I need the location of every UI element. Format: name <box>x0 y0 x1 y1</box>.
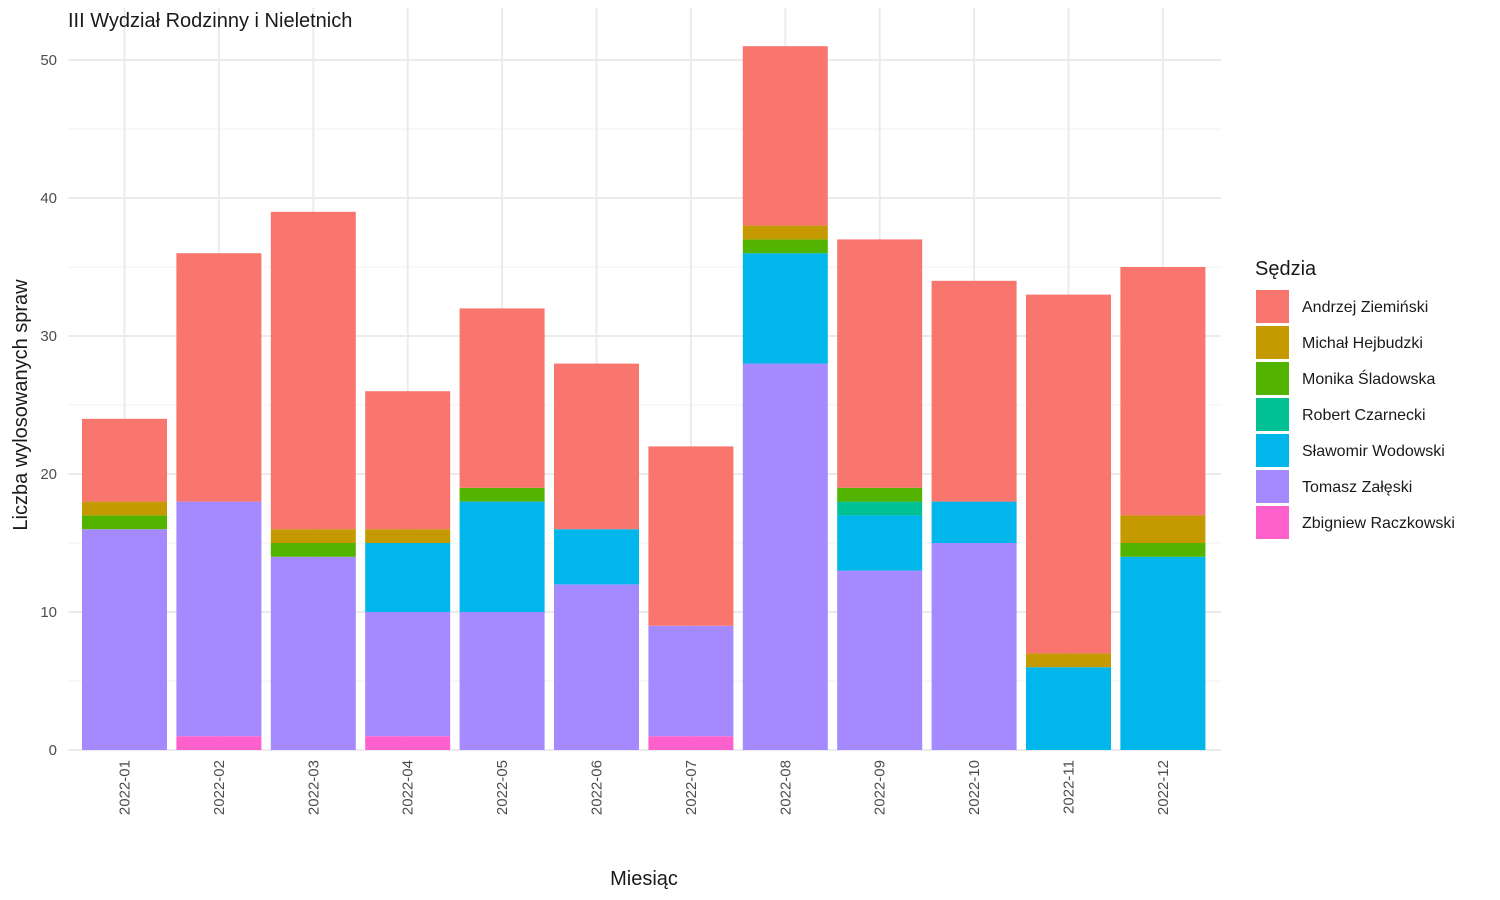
x-tick-label: 2022-05 <box>494 760 511 815</box>
x-tick-label: 2022-02 <box>211 760 228 815</box>
bar-segment <box>742 363 828 750</box>
bar-segment <box>82 515 167 530</box>
bar-segment <box>82 418 167 502</box>
bar-segment <box>365 391 451 530</box>
bar-segment <box>459 612 545 750</box>
bar-segment <box>1120 543 1206 557</box>
legend-swatch <box>1256 434 1289 467</box>
bar-segment <box>459 308 545 488</box>
y-tick-label: 30 <box>40 328 57 345</box>
legend-swatch <box>1256 362 1289 395</box>
bar-segment <box>837 501 923 516</box>
x-tick-label: 2022-08 <box>777 760 794 815</box>
bar-segment <box>365 543 451 612</box>
bar-segment <box>1026 653 1111 668</box>
legend-label: Robert Czarnecki <box>1302 407 1426 424</box>
bar-segment <box>837 515 923 571</box>
legend-swatch <box>1256 290 1289 323</box>
bar-segment <box>554 363 639 530</box>
bar-segment <box>742 253 828 364</box>
bar-segment <box>176 736 262 750</box>
bar-segment <box>1120 556 1206 750</box>
legend-label: Zbigniew Raczkowski <box>1302 515 1455 532</box>
bar-segment <box>270 556 356 750</box>
bar-segment <box>648 625 734 737</box>
bar-segment <box>554 584 639 750</box>
x-tick-label: 2022-04 <box>400 760 417 815</box>
bar-segment <box>837 239 923 488</box>
bar-segment <box>1026 667 1111 750</box>
legend-swatch <box>1256 506 1289 539</box>
bars <box>82 46 1206 750</box>
bar-segment <box>931 543 1017 750</box>
bar-segment <box>648 446 734 626</box>
bar-segment <box>459 487 545 502</box>
legend-label: Tomasz Załęski <box>1302 479 1412 496</box>
bar-segment <box>837 570 923 750</box>
bar-segment <box>648 736 734 750</box>
bar-segment <box>1120 267 1206 516</box>
bar-segment <box>270 211 356 530</box>
x-tick-label: 2022-10 <box>966 760 983 815</box>
x-tick-label: 2022-09 <box>872 760 889 815</box>
bar-segment <box>742 239 828 254</box>
bar-segment <box>931 501 1017 543</box>
bar-segment <box>1120 515 1206 543</box>
x-tick-label: 2022-12 <box>1155 760 1172 815</box>
y-tick-label: 10 <box>40 604 57 621</box>
y-tick-label: 40 <box>40 190 57 207</box>
y-tick-label: 0 <box>49 742 57 759</box>
bar-segment <box>270 529 356 543</box>
x-tick-label: 2022-06 <box>589 760 606 815</box>
bar-segment <box>931 280 1017 502</box>
bar-segment <box>554 529 639 585</box>
y-axis-ticks: 0 10 20 30 40 50 <box>40 52 57 759</box>
x-tick-label: 2022-07 <box>683 760 700 815</box>
x-axis-ticks: 2022-01 2022-02 2022-03 2022-04 2022-05 2022-… <box>117 760 1172 815</box>
x-tick-label: 2022-01 <box>117 760 134 815</box>
bar-segment <box>365 736 451 750</box>
bar-segment <box>742 225 828 240</box>
bar-segment <box>365 612 451 737</box>
legend-label: Monika Śladowska <box>1302 369 1436 388</box>
legend-swatch <box>1256 470 1289 503</box>
legend-label: Michał Hejbudzki <box>1302 335 1423 352</box>
y-axis-title: Liczba wylosowanych spraw <box>10 279 32 531</box>
bar-segment <box>837 487 923 502</box>
y-tick-label: 50 <box>40 52 57 69</box>
bar-segment <box>1026 294 1111 654</box>
bar-segment <box>82 501 167 516</box>
bar-segment <box>176 253 262 502</box>
bar-segment <box>742 46 828 226</box>
bar-segment <box>270 543 356 557</box>
legend: Sędzia Andrzej Ziemiński Michał Hejbudzki… <box>1255 258 1455 539</box>
y-tick-label: 20 <box>40 466 57 483</box>
chart-title: III Wydział Rodzinny i Nieletnich <box>68 10 352 32</box>
bar-segment <box>176 501 262 737</box>
bar-segment <box>459 501 545 612</box>
x-tick-label: 2022-03 <box>305 760 322 815</box>
x-axis-title: Miesiąc <box>610 868 678 890</box>
x-tick-label: 2022-11 <box>1061 760 1078 814</box>
legend-swatch <box>1256 398 1289 431</box>
legend-label: Sławomir Wodowski <box>1302 443 1445 460</box>
legend-title: Sędzia <box>1255 258 1317 280</box>
bar-segment <box>365 529 451 543</box>
bar-segment <box>82 529 167 750</box>
legend-swatch <box>1256 326 1289 359</box>
legend-label: Andrzej Ziemiński <box>1302 299 1428 316</box>
